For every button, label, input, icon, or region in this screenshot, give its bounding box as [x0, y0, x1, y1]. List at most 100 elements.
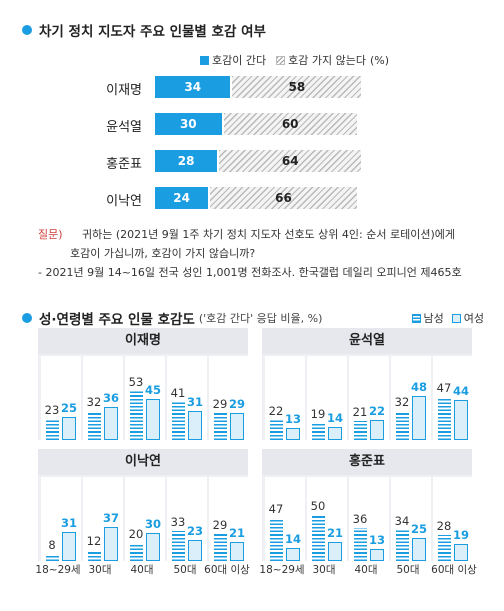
- value-label-female: 14: [284, 532, 301, 547]
- panel-title: 이낙연: [38, 449, 248, 475]
- value-label-female: 48: [410, 379, 427, 394]
- value-label-male: 47: [436, 380, 452, 395]
- legend-female-label: 여성: [463, 312, 484, 325]
- bar-male: [214, 413, 227, 440]
- bar-female: [230, 413, 244, 440]
- section2-title: 성·연령별 주요 인물 호감도 ('호감 간다' 응답 비율, %): [22, 308, 322, 328]
- value-label-male: 8: [48, 537, 56, 552]
- value-label-male: 53: [128, 375, 144, 390]
- panel-title: 윤석열: [262, 328, 472, 354]
- bar-male: [130, 391, 143, 440]
- x-label-40s: 40대: [130, 564, 154, 576]
- x-label-60s: 60대 이상: [431, 564, 477, 576]
- legend-favorability: 호감이 간다 호감 가지 않는다 (%): [200, 52, 389, 68]
- bar-male: [88, 410, 101, 440]
- bar-male: [396, 529, 409, 561]
- legend-no-label: 호감 가지 않는다: [288, 54, 366, 67]
- legend-male-swatch-icon: [411, 313, 421, 323]
- legend-yes-swatch-icon: [200, 55, 209, 65]
- bar-female: [454, 399, 468, 440]
- value-label-male: 28: [436, 519, 452, 534]
- bar-male: [354, 527, 367, 561]
- value-label-female: 31: [186, 395, 203, 410]
- bar-male: [88, 549, 101, 561]
- value-label-male: 47: [268, 501, 284, 516]
- bar-female: [146, 533, 160, 561]
- bar-favorable: 28: [155, 150, 218, 172]
- bar-unfavorable: 66: [210, 187, 357, 209]
- section1-title: 차기 정치 지도자 주요 인물별 호감 여부: [22, 20, 266, 40]
- bar-male: [354, 420, 367, 440]
- bar-unfavorable: 60: [223, 113, 357, 135]
- x-label-30s: 30대: [312, 564, 336, 576]
- row-label: 홍준표: [106, 157, 142, 172]
- bar-favorable: 30: [155, 113, 222, 135]
- bar-male: [46, 553, 59, 561]
- bar-female: [454, 543, 468, 561]
- value-label-male: 29: [212, 397, 228, 412]
- value-label-female: 21: [326, 525, 343, 540]
- panel-이재명: 이재명 23 25 32 36 53 45 41 31 29 29: [38, 328, 249, 440]
- value-label-male: 22: [268, 403, 284, 418]
- bar-male: [438, 396, 451, 440]
- bullet-dot-icon: [22, 25, 32, 35]
- bar-female: [328, 541, 342, 561]
- value-label-male: 23: [44, 402, 60, 417]
- question-line1: 귀하는 (2021년 9월 1주 차기 정치 지도자 선호도 상위 4인: 순서…: [82, 228, 455, 241]
- section1-title-text: 차기 정치 지도자 주요 인물별 호감 여부: [39, 24, 266, 40]
- value-label-female: 13: [284, 412, 301, 427]
- value-label-female: 25: [410, 522, 427, 536]
- panel-이낙연: 이낙연 8 31 12 37 20 30 33 23 29 21: [38, 449, 249, 561]
- value-label-male: 29: [212, 518, 228, 533]
- bar-favorable: 34: [155, 76, 231, 98]
- value-label-male: 34: [394, 513, 410, 528]
- bar-male: [312, 515, 325, 561]
- value-label-female: 25: [60, 401, 77, 415]
- bar-unfavorable: 58: [232, 76, 362, 98]
- value-label-male: 21: [352, 404, 368, 419]
- bar-male: [270, 517, 283, 561]
- bar-male: [214, 534, 227, 561]
- bar-male: [438, 535, 451, 561]
- bar-female: [286, 428, 300, 440]
- value-label-male: 50: [310, 499, 326, 513]
- row-label: 이재명: [106, 83, 142, 98]
- bar-female: [62, 532, 76, 561]
- bar-female: [412, 538, 426, 561]
- value-label-female: 44: [452, 383, 469, 398]
- bar-female: [62, 417, 76, 440]
- row-label: 윤석열: [106, 120, 142, 135]
- section2-title-text: 성·연령별 주요 인물 호감도: [39, 312, 195, 328]
- panel-title: 이재명: [38, 328, 248, 354]
- x-label-50s: 50대: [173, 564, 197, 576]
- value-label-male: 20: [128, 526, 144, 541]
- question-line2: 호감이 가십니까, 호감이 가지 않습니까?: [70, 247, 256, 260]
- value-label-male: 19: [310, 406, 326, 421]
- value-label-male: 32: [394, 394, 410, 409]
- bar-female: [370, 419, 384, 440]
- value-label-female: 31: [60, 516, 77, 531]
- bar-male: [46, 418, 59, 440]
- bar-male: [172, 530, 185, 561]
- legend-female-swatch-icon: [451, 313, 461, 323]
- value-label-male: 36: [352, 511, 368, 526]
- bar-female: [370, 549, 384, 561]
- bar-female: [146, 398, 160, 440]
- bar-unfavorable: 64: [219, 150, 362, 172]
- section2-subtitle: ('호감 간다' 응답 비율, %): [198, 312, 323, 325]
- value-label-female: 30: [144, 517, 161, 532]
- value-label-female: 45: [144, 382, 161, 397]
- bar-male: [130, 542, 143, 561]
- bar-male: [312, 422, 325, 440]
- x-label-18-29: 18~29세: [35, 564, 81, 576]
- legend-unit: (%): [369, 53, 389, 67]
- x-label-60s: 60대 이상: [204, 564, 250, 576]
- value-label-female: 22: [368, 403, 385, 418]
- bullet-dot-icon: [22, 313, 32, 323]
- value-label-female: 36: [102, 390, 119, 405]
- bar-female: [328, 427, 342, 440]
- value-label-female: 13: [368, 533, 385, 548]
- legend-no-swatch-icon: [276, 55, 286, 65]
- bar-male: [172, 402, 185, 440]
- value-label-female: 29: [228, 397, 245, 412]
